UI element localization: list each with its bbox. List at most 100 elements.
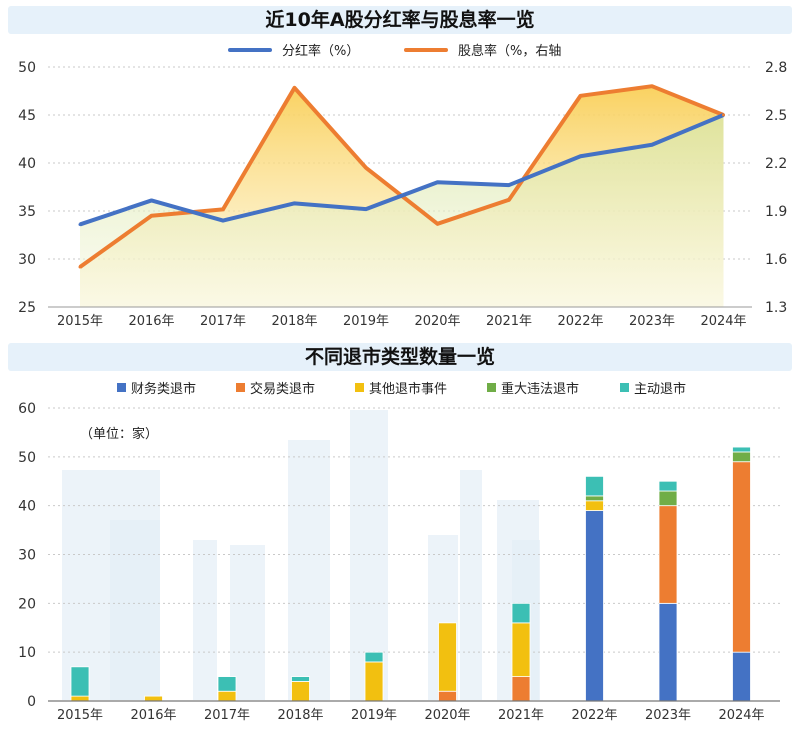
bar-segment [217,676,237,692]
legend-line-blue [228,47,272,52]
x-tick-label: 2019年 [351,708,397,723]
bar-segment [364,651,384,663]
x-tick-label: 2017年 [200,314,246,329]
y-tick-label: 10 [18,645,36,661]
bar-segment [732,451,751,463]
y2-tick-label: 1.3 [765,300,787,316]
skyline-building [288,440,330,700]
bar-segment [658,480,678,492]
legend-swatch [117,383,126,392]
bar-segment [511,622,531,677]
y2-tick-label: 2.2 [765,156,787,172]
point-payout-ratio [221,219,225,223]
point-dividend-yield [293,86,296,90]
bar-segment [585,500,604,511]
bar-segment [732,461,751,653]
bar-segment [364,661,384,702]
x-tick-label: 2020年 [414,314,460,329]
y2-tick-label: 1.9 [765,204,787,220]
y-tick-label: 35 [18,204,36,220]
x-tick-label: 2018年 [271,314,317,329]
x-tick-label: 2021年 [486,314,532,329]
bar-segment [585,495,604,502]
area-payout-ratio [80,115,724,307]
legend-label: 财务类退市 [131,382,197,397]
bar-segment [658,490,678,507]
legend-label: 交易类退市 [250,382,316,397]
y2-tick-label: 1.6 [765,252,787,268]
legend-item-voluntary: 主动退市 [620,378,686,397]
y2-tick-label: 2.5 [765,108,787,124]
bar-segment [291,681,310,702]
y-tick-label: 0 [27,694,36,710]
bar-segment [291,676,310,682]
x-tick-label: 2022年 [571,708,617,723]
skyline-building [110,520,160,700]
point-dividend-yield [150,214,153,218]
bar-segment [144,695,163,702]
point-payout-ratio [78,222,82,226]
y-tick-label: 50 [18,60,36,76]
y2-tick-label: 2.8 [765,60,787,76]
bar-segment [217,690,237,702]
point-payout-ratio [507,183,511,187]
chart2-title: 不同退市类型数量一览 [8,343,792,371]
bar-segment [658,602,678,702]
bar-segment [511,602,531,624]
x-tick-label: 2023年 [645,708,691,723]
x-tick-label: 2024年 [700,314,746,329]
unit-label: （单位：家） [80,427,159,442]
point-dividend-yield [364,166,368,170]
y-tick-label: 25 [18,300,36,316]
legend-item-dividend-yield: 股息率（%，右轴 [404,40,561,59]
bar-segment [732,446,751,453]
point-dividend-yield [722,113,725,117]
legend-item-other: 其他退市事件 [355,378,447,397]
x-tick-label: 2021年 [498,708,544,723]
point-payout-ratio [436,180,439,184]
x-tick-label: 2017年 [204,708,250,723]
line-payout-ratio [79,113,725,227]
y-tick-label: 30 [18,548,36,564]
line-chart: 50 2.8 45 2.5 40 2.2 35 1.9 30 1.6 25 1.3 2015年 2016年… [18,60,787,329]
bar-segment [732,651,751,702]
point-payout-ratio [364,207,368,211]
legend-label: 其他退市事件 [369,382,448,397]
skyline-building [193,540,217,700]
bar-segment [70,695,90,702]
x-tick-label: 2018年 [277,708,323,723]
y-tick-label: 45 [18,108,36,124]
point-payout-ratio [293,201,296,205]
bar-segment [658,505,678,604]
x-tick-label: 2015年 [57,314,103,329]
skyline-building [460,470,482,700]
legend-item-payout-ratio: 分红率（%） [228,40,359,59]
legend-item-illegal: 重大违法退市 [487,378,579,397]
legend-label: 分红率（%） [282,44,360,59]
point-dividend-yield [78,265,82,269]
point-dividend-yield [221,207,225,211]
legend-item-financial: 财务类退市 [117,378,196,397]
legend-label: 重大违法退市 [501,382,580,397]
bar-segment [438,622,457,692]
legend-label: 主动退市 [634,382,687,397]
bar-segment [438,690,457,702]
legend-swatch [355,383,364,392]
bar-segment [585,475,604,497]
y-tick-label: 50 [18,450,36,466]
bar-segment [511,676,531,702]
y-tick-label: 30 [18,252,36,268]
legend-label: 股息率（%，右轴 [458,44,562,59]
legend-item-trading: 交易类退市 [236,378,315,397]
legend-swatch [236,383,245,392]
bar-segment [585,510,604,702]
point-dividend-yield [579,94,582,98]
point-payout-ratio [150,198,153,202]
x-tick-label: 2019年 [343,314,389,329]
y-tick-label: 60 [18,401,36,417]
x-tick-label: 2015年 [57,708,103,723]
legend-line-orange [404,47,448,52]
y-tick-label: 40 [18,499,36,515]
x-tick-label: 2016年 [128,314,174,329]
chart1-title: 近10年A股分红率与股息率一览 [8,6,792,34]
